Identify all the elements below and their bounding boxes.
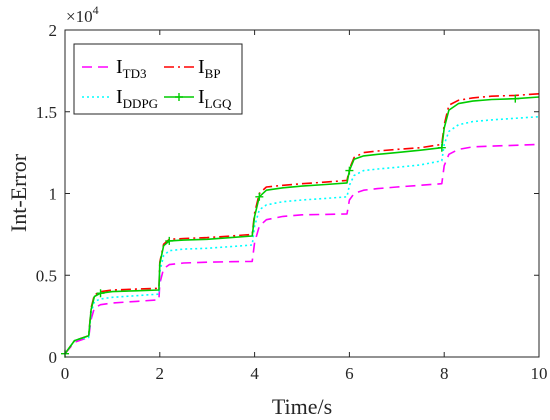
y-tick-label: 0 [49, 348, 58, 367]
y-multiplier-exponent: 4 [93, 3, 99, 17]
axes-layer: 0 2 4 6 8 10 0 0.5 1 1.5 2 [36, 21, 548, 383]
y-axis-label: Int-Error [6, 153, 31, 232]
series-marker [165, 236, 174, 245]
y-tick-label: 0.5 [36, 266, 57, 285]
series-layer [61, 93, 540, 358]
series-marker [96, 289, 105, 298]
x-tick-label: 8 [440, 364, 449, 383]
legend: ITD3 IBP IDDPG ILGQ [73, 43, 243, 115]
y-multiplier: ×104 [66, 3, 99, 26]
series-marker [437, 143, 446, 152]
legend-label-td3: ITD3 [116, 56, 147, 81]
series-marker [255, 192, 264, 201]
legend-label-ddpg: IDDPG [116, 86, 158, 111]
x-tick-label: 4 [250, 364, 259, 383]
x-tick-label: 10 [531, 364, 548, 383]
legend-box [73, 43, 243, 115]
series-marker [511, 94, 520, 103]
y-tick-label: 1.5 [36, 103, 57, 122]
x-tick-label: 2 [156, 364, 165, 383]
series-line-ddpg [64, 115, 540, 355]
legend-label-lgq: ILGQ [198, 86, 232, 111]
y-tick-label: 1 [49, 185, 58, 204]
legend-marker [175, 93, 183, 101]
series-marker [345, 166, 354, 175]
y-tick-label: 2 [49, 21, 58, 40]
x-axis-label: Time/s [272, 394, 332, 419]
series-line-td3 [64, 143, 540, 355]
x-tick-label: 0 [61, 364, 70, 383]
legend-label-bp: IBP [198, 56, 221, 81]
x-tick-label: 6 [345, 364, 354, 383]
